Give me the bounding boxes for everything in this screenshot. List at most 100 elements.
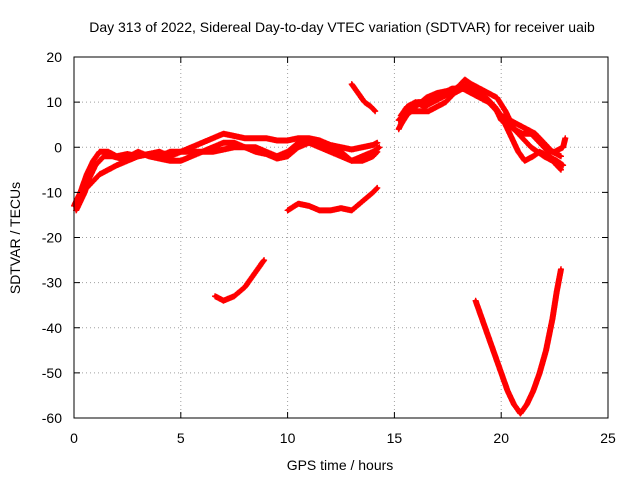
data-point — [243, 136, 247, 140]
data-point — [424, 100, 428, 104]
data-point — [416, 100, 420, 104]
data-point — [286, 208, 290, 212]
data-point — [371, 154, 375, 158]
data-point — [168, 159, 172, 163]
data-point — [254, 145, 258, 149]
series-markers — [212, 257, 268, 304]
data-point — [521, 136, 525, 140]
chart-title: Day 313 of 2022, Sidereal Day-to-day VTE… — [89, 19, 595, 35]
data-point — [339, 145, 343, 149]
data-point — [307, 204, 311, 208]
data-point — [232, 141, 236, 145]
data-point — [179, 159, 183, 163]
data-point — [350, 208, 354, 212]
data-point — [222, 132, 226, 136]
data-point — [318, 208, 322, 212]
data-point — [493, 353, 497, 357]
series-markers — [348, 81, 379, 115]
series-markers — [472, 266, 564, 417]
data-point — [536, 150, 540, 154]
data-point — [157, 150, 161, 154]
data-point — [506, 123, 510, 127]
data-point — [74, 208, 78, 212]
data-point — [563, 136, 567, 140]
data-point — [296, 145, 300, 149]
data-point — [508, 118, 512, 122]
data-point — [544, 348, 548, 352]
data-point — [542, 154, 546, 158]
data-point — [521, 132, 525, 136]
data-point — [339, 206, 343, 210]
data-point — [550, 150, 554, 154]
data-point — [360, 159, 364, 163]
data-point — [222, 141, 226, 145]
data-point — [232, 134, 236, 138]
x-tick-label: 10 — [280, 430, 296, 446]
data-point — [232, 294, 236, 298]
data-point — [435, 105, 439, 109]
data-point — [463, 78, 467, 82]
data-point — [78, 199, 82, 203]
data-point — [561, 163, 565, 167]
data-point — [459, 87, 463, 91]
series-markers — [397, 85, 564, 160]
data-point — [371, 143, 375, 147]
data-point — [102, 154, 106, 158]
y-tick-label: -40 — [42, 320, 62, 336]
data-point — [371, 190, 375, 194]
data-point — [433, 96, 437, 100]
data-point — [529, 145, 533, 149]
data-point — [350, 148, 354, 152]
data-point — [518, 411, 522, 415]
data-point — [222, 148, 226, 152]
data-point — [486, 335, 490, 339]
data-point — [555, 290, 559, 294]
y-tick-label: -20 — [42, 230, 62, 246]
data-point — [531, 389, 535, 393]
data-point — [328, 145, 332, 149]
y-tick-label: 20 — [46, 49, 62, 65]
data-point — [424, 96, 428, 100]
data-point — [559, 168, 563, 172]
data-point — [98, 172, 102, 176]
data-point — [450, 87, 454, 91]
data-point — [550, 317, 554, 321]
data-point — [373, 109, 377, 113]
data-point — [360, 154, 364, 158]
data-point — [493, 105, 497, 109]
data-point — [264, 136, 268, 140]
data-point — [467, 82, 471, 86]
y-tick-label: -50 — [42, 365, 62, 381]
series-arc-11 — [472, 266, 564, 417]
data-point — [286, 138, 290, 142]
data-point — [516, 150, 520, 154]
x-tick-label: 5 — [177, 430, 185, 446]
data-point — [467, 87, 471, 91]
data-point — [399, 123, 403, 127]
data-point — [360, 199, 364, 203]
data-point — [510, 136, 514, 140]
data-point — [516, 123, 520, 127]
data-point — [211, 136, 215, 140]
x-tick-label: 15 — [387, 430, 403, 446]
data-point — [360, 145, 364, 149]
data-point — [318, 141, 322, 145]
y-axis-label: SDTVAR / TECUs — [7, 182, 23, 294]
data-point — [407, 109, 411, 113]
data-point — [168, 154, 172, 158]
y-tick-label: 0 — [54, 139, 62, 155]
data-point — [211, 150, 215, 154]
data-point — [200, 150, 204, 154]
data-point — [422, 105, 426, 109]
data-point — [286, 154, 290, 158]
y-tick-label: -60 — [42, 410, 62, 426]
data-point — [189, 150, 193, 154]
data-point — [307, 136, 311, 140]
y-tick-label: 10 — [46, 94, 62, 110]
data-point — [168, 150, 172, 154]
series-layer — [71, 76, 569, 417]
data-point — [350, 159, 354, 163]
data-point — [444, 100, 448, 104]
